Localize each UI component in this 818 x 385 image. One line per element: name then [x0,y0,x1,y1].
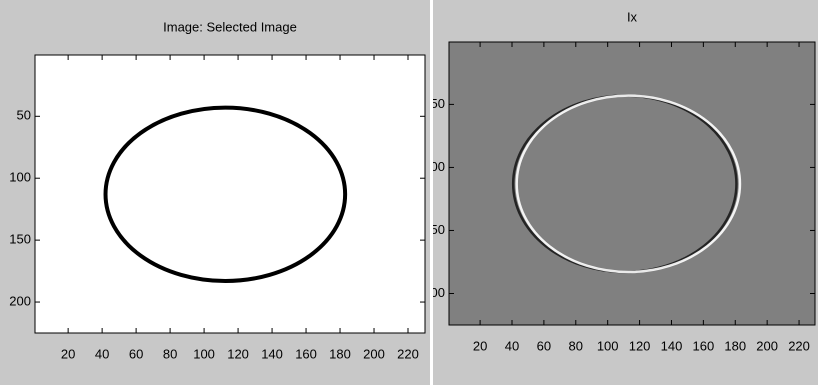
x-tick-label: 20 [473,338,487,353]
y-tick-label: 50 [431,96,445,111]
y-tick-label: 100 [9,170,31,185]
x-tick-label: 220 [788,338,810,353]
x-tick-label: 60 [129,346,143,361]
x-tick-label: 160 [693,338,715,353]
x-tick-label: 20 [61,346,75,361]
y-tick-label: 50 [17,108,31,123]
x-tick-label: 120 [629,338,651,353]
figure: Image: Selected Image 20 40 60 80 100 120 140 16… [0,0,818,385]
x-tick-label: 80 [163,346,177,361]
chart-title: Ix [627,9,638,24]
chart-title: Image: Selected Image [163,19,297,34]
x-tick-label: 60 [537,338,551,353]
x-tick-label: 180 [724,338,746,353]
x-tick-label: 160 [295,346,317,361]
x-tick-label: 40 [505,338,519,353]
axes-area [449,42,815,325]
y-tick-label: 150 [9,232,31,247]
x-tick-label: 100 [193,346,215,361]
axes-area [35,55,425,333]
x-tick-label: 120 [227,346,249,361]
x-tick-label: 180 [329,346,351,361]
x-tick-label: 40 [95,346,109,361]
x-tick-label: 220 [397,346,419,361]
panel: Image: Selected Image 20 40 60 80 100 120 140 16… [0,0,430,385]
x-tick-label: 200 [363,346,385,361]
y-tick-label: 200 [9,293,31,308]
x-tick-label: 200 [756,338,778,353]
x-tick-label: 100 [597,338,619,353]
x-tick-label: 140 [261,346,283,361]
x-tick-label: 80 [569,338,583,353]
x-tick-label: 140 [661,338,683,353]
